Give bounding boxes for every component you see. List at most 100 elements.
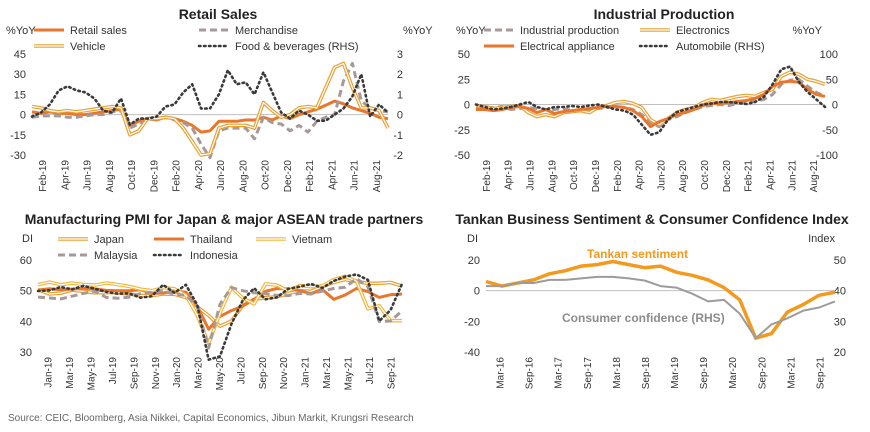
series-ip-0-path <box>475 77 826 129</box>
chart-title: Retail Sales <box>179 6 258 22</box>
x-tick-label: Mar-16 <box>496 357 507 389</box>
series-retail-1 <box>31 61 389 160</box>
x-tick-label: Aug-20 <box>678 160 689 193</box>
legend-label: Retail sales <box>70 25 127 37</box>
left-axis-unit: DI <box>467 233 478 245</box>
x-tick-label: Jul-19 <box>108 357 119 385</box>
x-tick-label: Sep-19 <box>129 357 140 390</box>
legend-label: Vietnam <box>292 234 332 246</box>
x-tick-label: Jun-20 <box>656 160 667 191</box>
left-axis-unit: DI <box>22 233 33 245</box>
series-pmi-2-path <box>37 274 402 346</box>
x-tick-label: Dec-20 <box>283 160 294 193</box>
x-tick-label: Apr-21 <box>765 160 776 190</box>
y-tick-label: 0 <box>474 286 480 298</box>
chart-retail: Retail Sales %YoY %YoY -30 -15 0 15 30 45 -2 -1 0 1 2… <box>6 6 433 192</box>
series-tankan-1-path <box>486 275 836 340</box>
x-tick-label: Jan-20 <box>172 357 183 388</box>
right-axis-unit: Index <box>808 233 835 245</box>
x-tick-label: Jul-20 <box>236 357 247 385</box>
x-tick-label: Feb-21 <box>744 160 755 192</box>
y-tick-label: -20 <box>464 316 480 328</box>
x-tick-label: Mar-21 <box>322 357 333 389</box>
series-retail-0-path <box>31 99 389 134</box>
x-tick-label: Jun-21 <box>787 160 798 191</box>
x-tick-label: Feb-20 <box>613 160 624 192</box>
x-tick-label: Dec-19 <box>149 160 160 193</box>
x-tick-label: Sep-20 <box>757 357 768 390</box>
x-tick-label: Apr-19 <box>60 160 71 190</box>
y-tick-label: -50 <box>454 150 470 162</box>
x-tick-label: Jun-20 <box>216 160 227 191</box>
series-tankan-0 <box>485 259 836 340</box>
x-tick-label: Mar-18 <box>612 357 623 389</box>
y2-tick-label: 3 <box>397 49 403 61</box>
x-tick-label: Jun-19 <box>526 160 537 191</box>
x-tick-label: Sep-21 <box>815 357 826 390</box>
x-tick-label: May-20 <box>215 357 226 391</box>
x-tick-label: Feb-21 <box>305 160 316 192</box>
series-ip-1 <box>475 70 826 127</box>
x-tick-label: Sep-21 <box>386 357 397 390</box>
series-ip-3 <box>474 65 827 137</box>
x-tick-label: Mar-19 <box>65 357 76 389</box>
x-tick-label: Jul-21 <box>365 357 376 385</box>
y2-tick-label: 2 <box>397 69 403 81</box>
series-retail-3-path <box>30 68 390 126</box>
x-tick-label: Feb-20 <box>172 160 183 192</box>
x-tick-label: May-21 <box>343 357 354 391</box>
x-tick-label: Oct-20 <box>261 160 272 190</box>
y2-tick-label: 0 <box>832 100 838 112</box>
series-retail-2 <box>31 61 390 157</box>
annotation-consumer-confidence: Consumer confidence (RHS) <box>562 311 725 325</box>
legend-label: Vehicle <box>70 41 105 53</box>
chart-pmi: Manufacturing PMI for Japan & major ASEA… <box>20 211 424 390</box>
legend-label: Electrical appliance <box>520 41 615 53</box>
y2-tick-label: -100 <box>816 150 838 162</box>
x-tick-label: Aug-21 <box>372 160 383 193</box>
chart-ip: Industrial Production %YoY %YoY -50 -25 0 25 50… <box>454 6 838 192</box>
y2-tick-label: -2 <box>393 150 403 162</box>
series-retail-2-inner <box>31 62 389 156</box>
x-tick-label: Aug-20 <box>238 160 249 193</box>
y-tick-label: 50 <box>20 286 32 298</box>
chart-title: Tankan Business Sentiment & Consumer Con… <box>455 211 849 227</box>
y-tick-label: 15 <box>14 89 26 101</box>
x-tick-label: Dec-19 <box>591 160 602 193</box>
series-retail-1-path <box>31 61 389 160</box>
x-tick-label: Sep-17 <box>583 357 594 390</box>
right-axis-unit: %YoY <box>792 25 822 37</box>
x-tick-label: Aug-19 <box>105 160 116 193</box>
x-tick-label: Feb-19 <box>482 160 493 192</box>
y-tick-label: 40 <box>20 316 32 328</box>
x-tick-label: Sep-18 <box>641 357 652 390</box>
x-tick-label: Mar-19 <box>670 357 681 389</box>
x-tick-label: Mar-20 <box>194 357 205 389</box>
legend-label: Merchandise <box>235 25 298 37</box>
x-tick-label: Jan-19 <box>44 357 55 388</box>
x-tick-label: Aug-19 <box>547 160 558 193</box>
x-tick-label: Oct-20 <box>700 160 711 190</box>
y-tick-label: 50 <box>458 49 470 61</box>
x-tick-label: Mar-21 <box>786 357 797 389</box>
legend-label: Industrial production <box>520 25 619 37</box>
x-tick-label: Sep-20 <box>258 357 269 390</box>
x-tick-label: Oct-19 <box>569 160 580 190</box>
y2-tick-label: 50 <box>826 74 838 86</box>
legend-label: Indonesia <box>190 250 239 262</box>
x-tick-label: Nov-20 <box>279 357 290 390</box>
source-note: Source: CEIC, Bloomberg, Asia Nikkei, Ca… <box>8 413 414 424</box>
x-tick-label: Sep-19 <box>699 357 710 390</box>
annotation-tankan: Tankan sentiment <box>587 247 688 261</box>
legend-label: Thailand <box>190 234 232 246</box>
right-axis-unit: %YoY <box>403 25 433 37</box>
x-tick-label: Mar-17 <box>554 357 565 389</box>
x-tick-label: Mar-20 <box>728 357 739 389</box>
x-tick-label: Apr-20 <box>635 160 646 190</box>
y-tick-label: 60 <box>20 255 32 267</box>
y-tick-label: 0 <box>20 110 26 122</box>
series-ip-0 <box>475 77 826 129</box>
legend-label: Automobile (RHS) <box>676 41 765 53</box>
x-tick-label: Nov-19 <box>151 357 162 390</box>
y-tick-label: -40 <box>464 347 480 359</box>
